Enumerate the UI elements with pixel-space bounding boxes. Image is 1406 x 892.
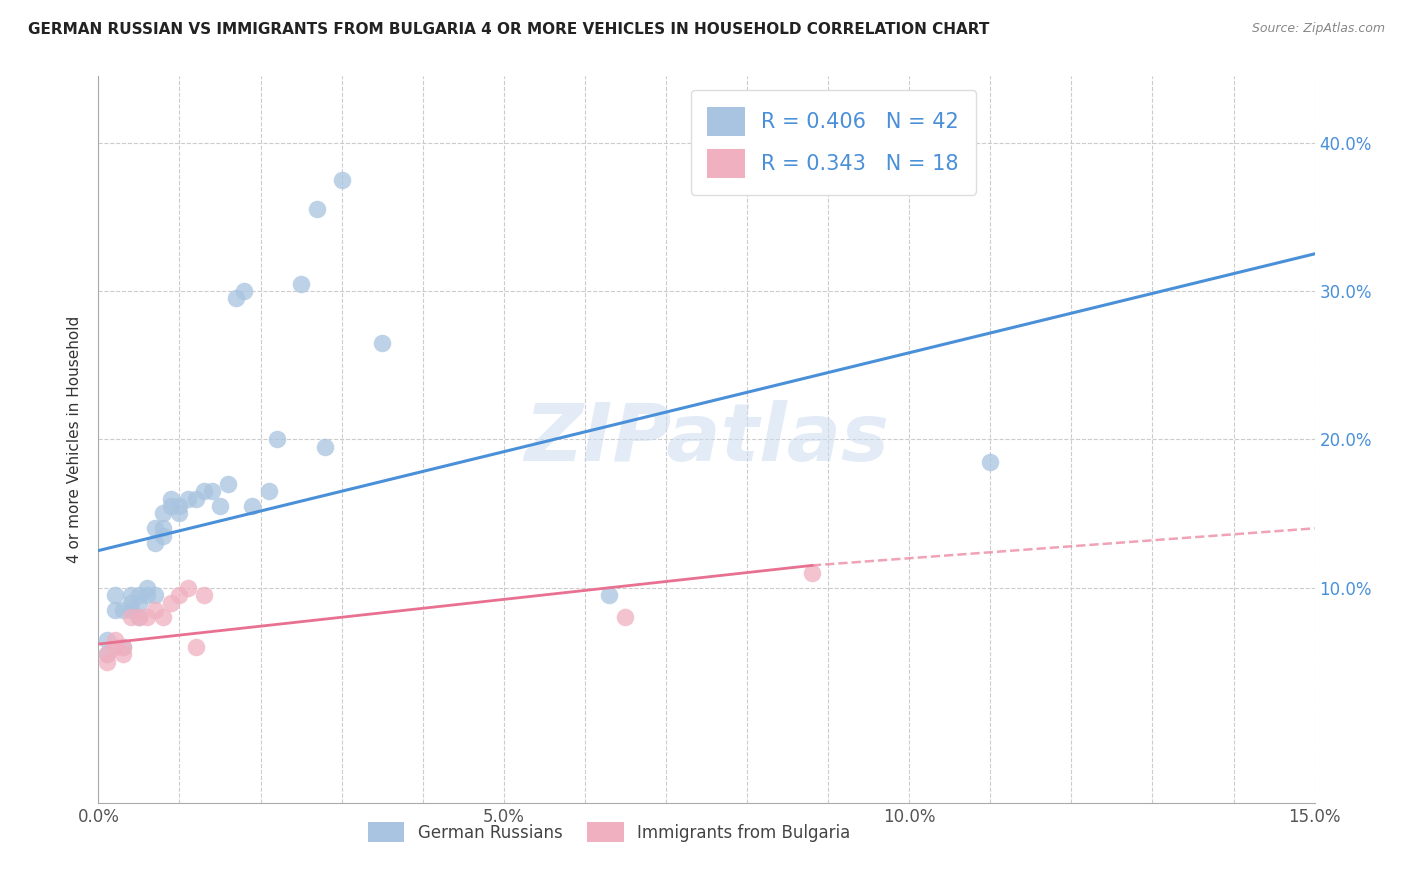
Point xyxy=(152,521,174,535)
Point xyxy=(257,484,280,499)
Point xyxy=(143,603,166,617)
Point xyxy=(104,640,127,654)
Point xyxy=(104,603,127,617)
Point xyxy=(160,491,183,506)
Text: Source: ZipAtlas.com: Source: ZipAtlas.com xyxy=(1251,22,1385,36)
Point xyxy=(614,610,637,624)
Point xyxy=(152,507,174,521)
Point xyxy=(266,432,288,446)
Point xyxy=(143,588,166,602)
Point xyxy=(111,640,134,654)
Point xyxy=(193,588,215,602)
Point xyxy=(143,521,166,535)
Point xyxy=(120,595,142,609)
Point xyxy=(307,202,329,217)
Point xyxy=(96,632,118,647)
Point xyxy=(111,640,134,654)
Point xyxy=(120,588,142,602)
Point xyxy=(104,632,127,647)
Point xyxy=(128,610,150,624)
Point xyxy=(111,603,134,617)
Point xyxy=(225,291,247,305)
Point xyxy=(193,484,215,499)
Point xyxy=(217,476,239,491)
Point xyxy=(598,588,620,602)
Point xyxy=(96,648,118,662)
Point xyxy=(169,499,191,513)
Point xyxy=(128,588,150,602)
Point xyxy=(176,491,198,506)
Point xyxy=(136,610,159,624)
Point xyxy=(169,507,191,521)
Point xyxy=(800,566,823,580)
Point xyxy=(371,335,394,350)
Point xyxy=(176,581,198,595)
Point xyxy=(201,484,224,499)
Point xyxy=(120,610,142,624)
Point xyxy=(979,454,1001,468)
Point xyxy=(330,172,353,186)
Point xyxy=(104,588,127,602)
Point xyxy=(160,499,183,513)
Point xyxy=(184,491,207,506)
Point xyxy=(111,648,134,662)
Point xyxy=(160,595,183,609)
Point xyxy=(136,581,159,595)
Text: ZIPatlas: ZIPatlas xyxy=(524,401,889,478)
Point xyxy=(209,499,232,513)
Point xyxy=(143,536,166,550)
Point xyxy=(128,595,150,609)
Point xyxy=(152,529,174,543)
Legend: German Russians, Immigrants from Bulgaria: German Russians, Immigrants from Bulgari… xyxy=(361,815,858,849)
Point xyxy=(169,588,191,602)
Point xyxy=(120,603,142,617)
Point xyxy=(314,440,336,454)
Point xyxy=(136,588,159,602)
Y-axis label: 4 or more Vehicles in Household: 4 or more Vehicles in Household xyxy=(67,316,83,563)
Point xyxy=(128,610,150,624)
Point xyxy=(233,284,256,298)
Point xyxy=(96,655,118,669)
Point xyxy=(152,610,174,624)
Point xyxy=(96,648,118,662)
Point xyxy=(242,499,264,513)
Point xyxy=(290,277,312,291)
Point xyxy=(184,640,207,654)
Text: GERMAN RUSSIAN VS IMMIGRANTS FROM BULGARIA 4 OR MORE VEHICLES IN HOUSEHOLD CORRE: GERMAN RUSSIAN VS IMMIGRANTS FROM BULGAR… xyxy=(28,22,990,37)
